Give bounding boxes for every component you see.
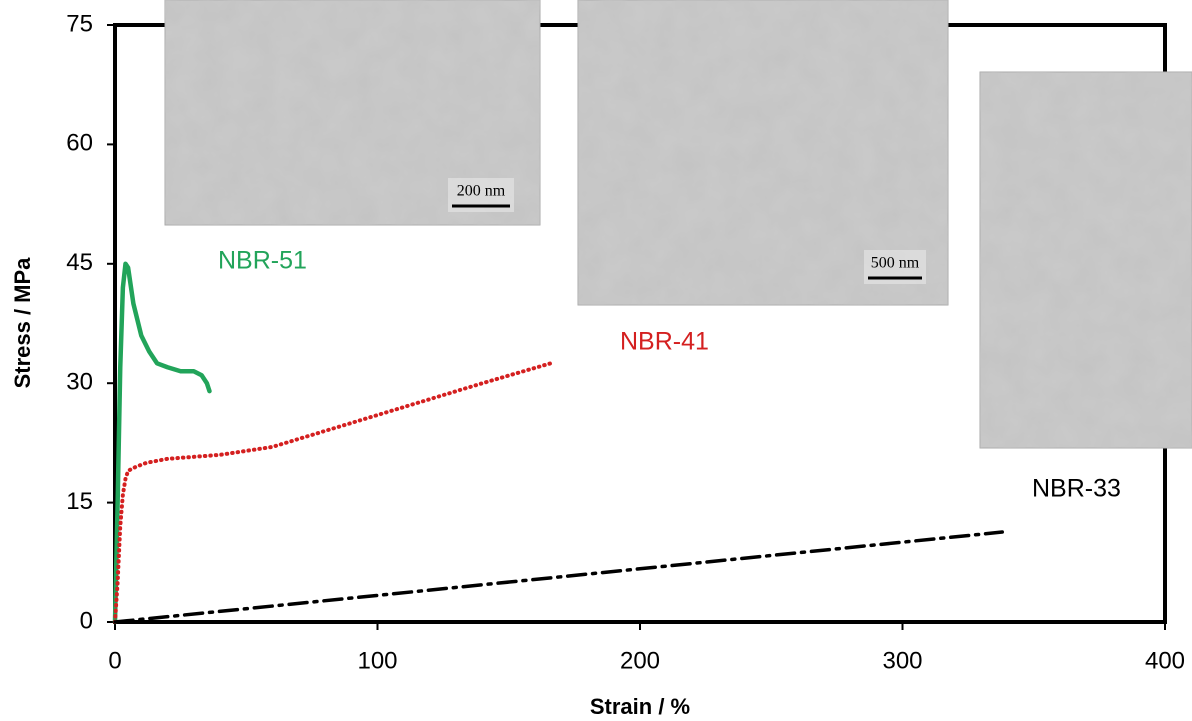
x-tick-label: 400: [1145, 647, 1185, 674]
scale-bar-label: 500 nm: [871, 255, 920, 272]
y-tick-label: 60: [66, 130, 93, 157]
inset-texture: [980, 72, 1192, 448]
series-line: [112, 261, 212, 625]
y-axis-title: Stress / MPa: [10, 257, 35, 389]
y-tick-label: 75: [66, 10, 93, 37]
series-line: [113, 530, 1004, 624]
y-tick-label: 0: [80, 607, 93, 634]
y-tick-label: 45: [66, 249, 93, 276]
x-tick-label: 100: [357, 647, 397, 674]
x-tick-label: 300: [882, 647, 922, 674]
series-label: NBR-41: [620, 328, 709, 356]
series-label: NBR-33: [1032, 475, 1121, 503]
x-tick-label: 0: [108, 647, 121, 674]
series-line: [113, 361, 553, 624]
x-axis-title: Strain / %: [590, 694, 690, 719]
x-tick-label: 200: [620, 647, 660, 674]
scale-bar-label: 200 nm: [457, 183, 506, 200]
y-tick-label: 15: [66, 488, 93, 515]
series-label: NBR-51: [218, 247, 307, 275]
y-tick-label: 30: [66, 369, 93, 396]
